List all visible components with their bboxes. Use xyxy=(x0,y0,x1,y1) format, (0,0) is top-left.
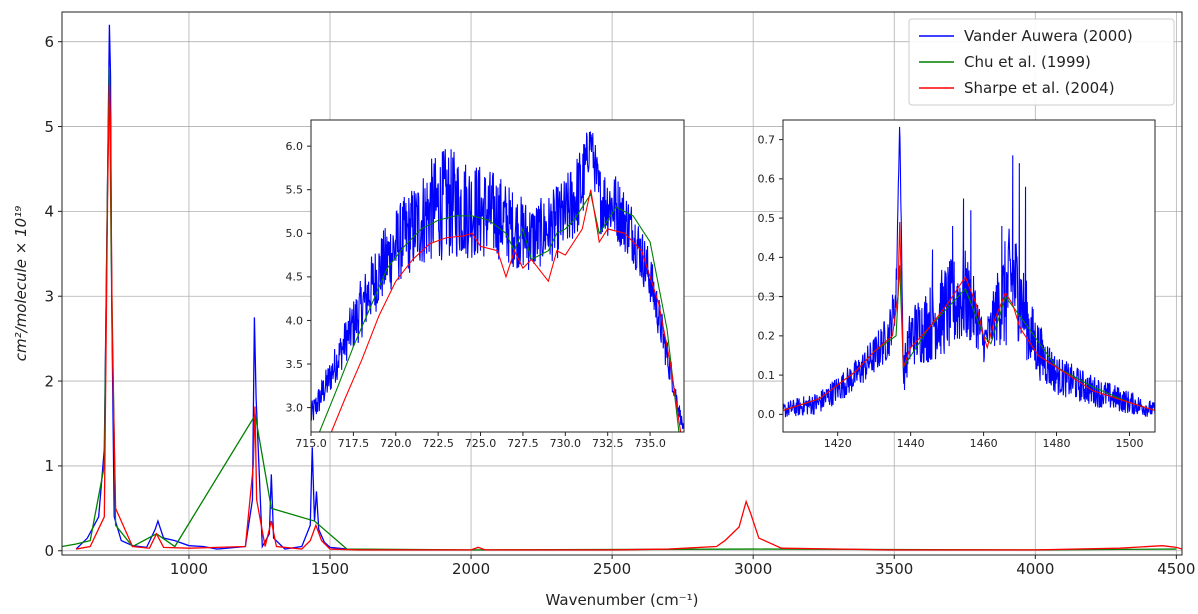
y-tick-label: 5.5 xyxy=(286,184,304,197)
y-tick-label: 2 xyxy=(44,372,54,390)
legend-entry: Sharpe et al. (2004) xyxy=(964,79,1115,97)
inset-left-panel: 715.0 717.5 720.0 722.5 725.0 727.5 730.0 732.5… xyxy=(286,119,685,450)
y-tick-label: 0.2 xyxy=(758,330,776,343)
x-tick-label: 717.5 xyxy=(338,437,370,450)
x-tick-label: 1480 xyxy=(1043,437,1071,450)
y-tick-label: 0.0 xyxy=(758,408,776,421)
x-tick-label: 1420 xyxy=(824,437,852,450)
y-tick-label: 0.5 xyxy=(758,212,776,225)
inset-left-series-group xyxy=(311,131,684,432)
x-tick-label: 735.0 xyxy=(634,437,666,450)
y-tick-label: 0.7 xyxy=(758,133,776,146)
legend: Vander Auwera (2000) Chu et al. (1999) Sha… xyxy=(908,18,1175,106)
inset-left-frame xyxy=(310,119,685,433)
x-tick-label: 1000 xyxy=(170,560,208,578)
x-axis-label: Wavenumber (cm⁻¹) xyxy=(546,591,699,609)
inset-right-panel: 1420 1440 1460 1480 1500 0.0 0.1 0.2 0.3 0.4 0.5 0.… xyxy=(758,119,1156,450)
y-tick-label: 6 xyxy=(44,33,54,51)
x-tick-label: 722.5 xyxy=(422,437,454,450)
y-axis-label: cm²/molecule × 10¹⁹ xyxy=(12,206,30,361)
y-tick-label: 1 xyxy=(44,457,54,475)
y-tick-label: 3.5 xyxy=(286,358,304,371)
legend-box xyxy=(908,18,1175,106)
inset-left-plot-area xyxy=(311,120,684,432)
y-tick-label: 0.4 xyxy=(758,251,776,264)
y-tick-label: 4 xyxy=(44,203,54,221)
x-tick-label: 725.0 xyxy=(465,437,497,450)
series-line-sharpe-et-al-2004 xyxy=(330,189,682,432)
x-tick-label: 1440 xyxy=(897,437,925,450)
x-tick-label: 1460 xyxy=(970,437,998,450)
y-tick-label: 5.0 xyxy=(286,227,304,240)
x-tick-label: 3000 xyxy=(734,560,772,578)
y-tick-label: 4.5 xyxy=(286,271,304,284)
x-tick-label: 715.0 xyxy=(295,437,327,450)
legend-entry: Chu et al. (1999) xyxy=(964,53,1091,71)
main-series-group xyxy=(62,24,1182,551)
x-tick-label: 2000 xyxy=(452,560,490,578)
series-line-sharpe-et-al-2004 xyxy=(75,84,1182,551)
x-tick-label: 1500 xyxy=(311,560,349,578)
x-tick-label: 2500 xyxy=(593,560,631,578)
series-line-vander-auwera-2000 xyxy=(783,126,1155,418)
x-tick-label: 4500 xyxy=(1157,560,1195,578)
y-tick-label: 0 xyxy=(44,542,54,560)
y-tick-label: 0.6 xyxy=(758,173,776,186)
legend-entry: Vander Auwera (2000) xyxy=(964,27,1133,45)
inset-right-series-group xyxy=(783,126,1155,418)
x-tick-label: 730.0 xyxy=(550,437,582,450)
y-tick-label: 3.0 xyxy=(286,401,304,414)
x-tick-label: 727.5 xyxy=(507,437,539,450)
y-tick-label: 5 xyxy=(44,118,54,136)
y-tick-label: 0.1 xyxy=(758,369,776,382)
series-line-sharpe-et-al-2004 xyxy=(783,222,1155,411)
x-tick-label: 720.0 xyxy=(380,437,412,450)
x-tick-label: 732.5 xyxy=(592,437,624,450)
x-tick-label: 1500 xyxy=(1115,437,1143,450)
y-tick-label: 3 xyxy=(44,287,54,305)
x-tick-label: 3500 xyxy=(875,560,913,578)
y-tick-label: 6.0 xyxy=(286,140,304,153)
inset-right-frame xyxy=(782,119,1156,433)
main-frame xyxy=(61,11,1183,556)
series-line-chu-et-al-1999 xyxy=(318,192,680,432)
y-tick-label: 4.0 xyxy=(286,314,304,327)
x-tick-label: 4000 xyxy=(1016,560,1054,578)
y-tick-label: 0.3 xyxy=(758,290,776,303)
series-line-vander-auwera-2000 xyxy=(75,24,348,550)
